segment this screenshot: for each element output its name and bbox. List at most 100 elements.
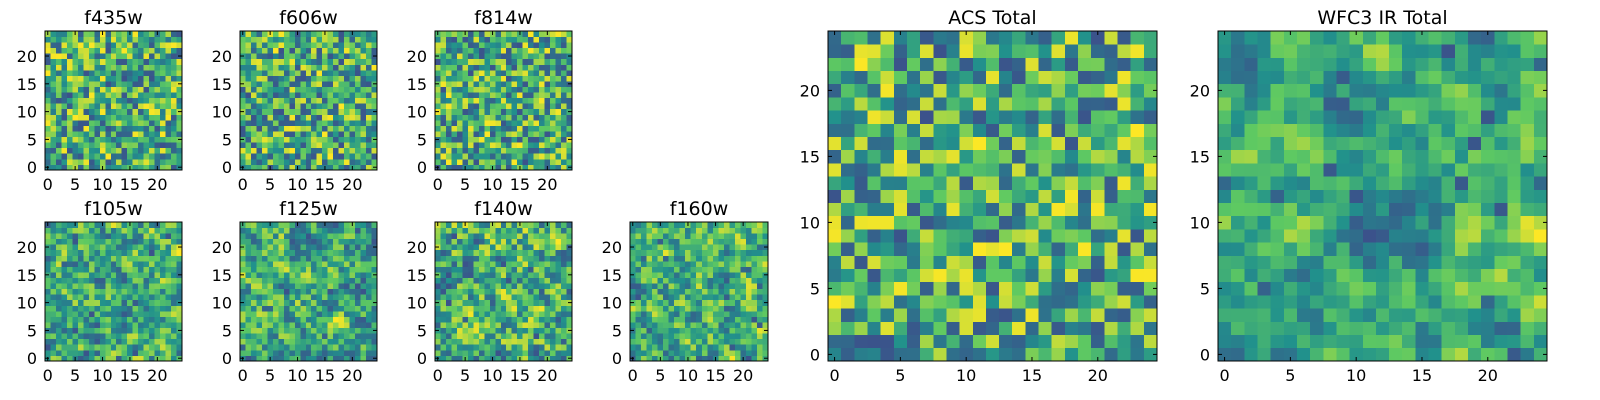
heatmap-cell: [300, 36, 307, 43]
heatmap-cell: [745, 355, 752, 362]
heatmap-cell: [522, 119, 529, 126]
heatmap-cell: [77, 244, 84, 251]
heatmap-cell: [663, 305, 670, 312]
heatmap-cell: [435, 333, 441, 340]
heatmap-cell: [176, 119, 183, 126]
heatmap-cell: [663, 355, 670, 362]
heatmap-cell: [355, 97, 361, 104]
heatmap-cell: [533, 103, 540, 110]
heatmap-cell: [245, 147, 252, 154]
heatmap-cell: [435, 36, 441, 43]
heatmap-cell: [110, 136, 117, 143]
heatmap-cell: [371, 69, 378, 76]
heatmap-cell: [500, 58, 507, 65]
heatmap-cell: [533, 222, 540, 228]
heatmap-cell: [154, 53, 161, 60]
heatmap-cell: [250, 36, 257, 43]
heatmap-cell: [349, 310, 356, 317]
heatmap-cell: [176, 227, 183, 234]
heatmap-cell: [311, 42, 318, 49]
heatmap-cell: [462, 327, 469, 334]
heatmap-cell: [256, 136, 263, 143]
heatmap-cell: [544, 75, 551, 82]
heatmap-cell: [456, 131, 463, 138]
heatmap-cell: [154, 125, 161, 132]
heatmap-cell: [1038, 268, 1053, 283]
heatmap-cell: [132, 147, 139, 154]
heatmap-cell: [88, 288, 95, 295]
heatmap-cell: [250, 86, 257, 93]
heatmap-cell: [333, 333, 340, 340]
heatmap-cell: [484, 42, 491, 49]
heatmap-cell: [94, 266, 101, 273]
heatmap-cell: [999, 281, 1013, 296]
heatmap-cell: [718, 305, 725, 312]
heatmap-cell: [278, 322, 285, 329]
heatmap-cell: [473, 114, 480, 121]
heatmap-cell: [154, 305, 161, 312]
heatmap-cell: [854, 321, 868, 335]
heatmap-cell: [517, 305, 524, 312]
heatmap-cell: [663, 310, 670, 317]
heatmap-cell: [445, 333, 452, 340]
heatmap-cell: [734, 266, 741, 273]
heatmap-cell: [1117, 242, 1132, 256]
heatmap-cell: [272, 327, 279, 334]
heatmap-cell: [959, 176, 974, 190]
heatmap-cell: [138, 327, 145, 334]
heatmap-cell: [533, 119, 540, 126]
heatmap-cell: [138, 277, 145, 284]
heatmap-cell: [506, 338, 513, 345]
heatmap-cell: [360, 344, 367, 351]
heatmap-cell: [756, 277, 763, 284]
heatmap-cell: [55, 119, 62, 126]
heatmap-cell: [1012, 163, 1026, 177]
heatmap-cell: [116, 277, 123, 284]
heatmap-cell: [316, 322, 323, 329]
heatmap-cell: [289, 294, 296, 301]
heatmap-cell: [160, 114, 166, 121]
heatmap-cell: [333, 114, 340, 121]
heatmap-cell: [327, 249, 334, 256]
heatmap-cell: [751, 266, 758, 273]
heatmap-cell: [240, 316, 246, 323]
heatmap-cell: [435, 86, 441, 93]
heatmap-cell: [149, 272, 155, 278]
heatmap-cell: [300, 327, 307, 334]
heatmap-cell: [511, 322, 518, 329]
heatmap-cell: [707, 349, 714, 356]
heatmap-cell: [149, 42, 155, 49]
heatmap-cell: [1012, 242, 1026, 256]
heatmap-cell: [473, 97, 480, 104]
heatmap-cell: [484, 103, 491, 110]
heatmap-cell: [165, 31, 172, 37]
heatmap-cell: [121, 69, 128, 76]
heatmap-cell: [77, 136, 84, 143]
heatmap-cell: [294, 338, 301, 345]
heatmap-cell: [745, 322, 752, 329]
heatmap-cell: [105, 42, 112, 49]
heatmap-cell: [294, 277, 301, 284]
heatmap-cell: [489, 227, 496, 234]
heatmap-cell: [528, 64, 535, 71]
heatmap-cell: [756, 322, 763, 329]
heatmap-cell: [72, 114, 79, 121]
heatmap-cell: [1117, 347, 1132, 362]
heatmap-cell: [366, 283, 372, 290]
heatmap-cell: [289, 227, 296, 234]
heatmap-cell: [300, 305, 307, 312]
heatmap-cell: [165, 327, 172, 334]
heatmap-cell: [138, 125, 145, 132]
heatmap-cell: [116, 338, 123, 345]
heatmap-cell: [484, 277, 491, 284]
heatmap-cell: [55, 344, 62, 351]
heatmap-cell: [718, 260, 725, 267]
heatmap-cell: [1130, 202, 1145, 217]
heatmap-cell: [289, 233, 296, 240]
heatmap-cell: [734, 238, 741, 245]
heatmap-cell: [550, 338, 556, 345]
heatmap-cell: [506, 249, 513, 256]
heatmap-cell: [344, 119, 350, 126]
heatmap-cell: [663, 255, 670, 262]
